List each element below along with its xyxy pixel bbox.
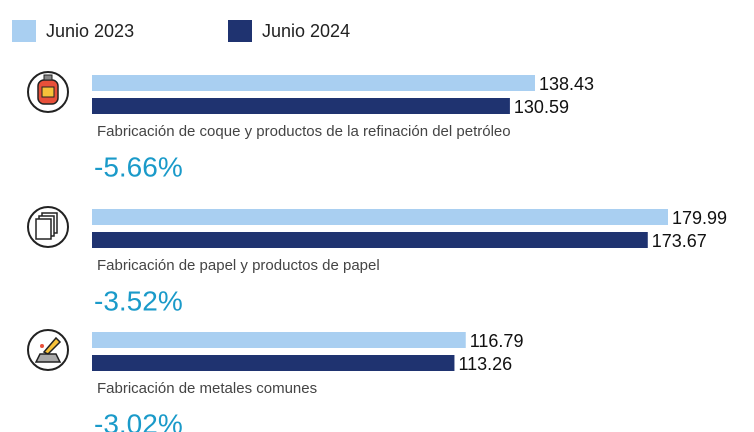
category-label: Fabricación de papel y productos de pape… <box>97 257 380 274</box>
bar <box>92 355 455 371</box>
icon-metal <box>27 329 69 371</box>
value-label: 113.26 <box>458 354 512 374</box>
bar <box>92 98 510 114</box>
icon-paper <box>27 206 69 248</box>
value-label: 116.79 <box>470 331 524 351</box>
change-label: -3.52% <box>94 285 183 316</box>
legend-swatch <box>228 20 252 42</box>
bar <box>92 209 668 225</box>
change-label: -3.02% <box>94 408 183 432</box>
value-label: 179.99 <box>672 208 727 228</box>
bar <box>92 232 648 248</box>
bar <box>92 75 536 91</box>
category-label: Fabricación de coque y productos de la r… <box>97 123 511 140</box>
legend-label: Junio 2024 <box>262 21 350 41</box>
value-label: 130.59 <box>514 97 569 117</box>
value-label: 138.43 <box>539 74 594 94</box>
icon-gas <box>27 71 69 113</box>
bar <box>92 332 466 348</box>
change-label: -5.66% <box>94 151 183 182</box>
value-label: 173.67 <box>652 231 707 251</box>
legend-swatch <box>12 20 36 42</box>
category-label: Fabricación de metales comunes <box>97 380 317 397</box>
legend-label: Junio 2023 <box>46 21 134 41</box>
